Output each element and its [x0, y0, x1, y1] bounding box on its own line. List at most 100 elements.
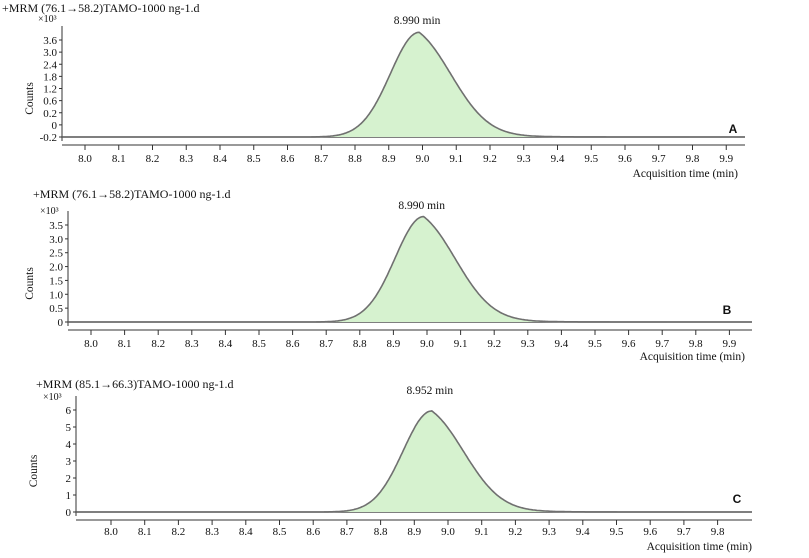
x-tick-label: 9.7 [652, 153, 666, 165]
y-axis-label: Counts [24, 82, 36, 115]
x-tick-label: 8.9 [407, 526, 421, 538]
x-tick-label: 8.2 [146, 153, 160, 165]
x-tick-label: 8.2 [151, 338, 165, 350]
peak-time-label: 8.990 min [398, 200, 445, 212]
y-tick-label: 6 [66, 405, 72, 417]
x-tick-label: 8.8 [374, 526, 388, 538]
x-tick-label: 9.9 [719, 153, 733, 165]
chart-panel-a: +MRM (76.1→58.2)TAMO-1000 ng-1.d×10³ Coun… [2, 1, 745, 180]
peak-time-label: 8.952 min [407, 385, 454, 397]
x-tick-label: 9.0 [420, 338, 434, 350]
x-tick-label: 8.8 [348, 153, 362, 165]
y-tick-label: 3.0 [49, 234, 63, 246]
peak-time-label: 8.990 min [394, 15, 441, 27]
x-tick-label: 8.6 [306, 526, 320, 538]
y-axis-multiplier: ×10³ [38, 14, 57, 25]
y-tick-label: 1.8 [43, 71, 57, 83]
x-tick-label: 9.1 [475, 526, 489, 538]
x-tick-label: 8.5 [247, 153, 261, 165]
x-tick-label: 8.7 [314, 153, 328, 165]
y-tick-label: 3.0 [43, 47, 57, 59]
y-tick-label: 0 [52, 120, 58, 132]
x-tick-label: 8.4 [213, 153, 227, 165]
x-tick-label: 8.0 [84, 338, 98, 350]
x-tick-label: 8.7 [340, 526, 354, 538]
x-tick-label: 9.8 [711, 526, 725, 538]
x-tick-label: 8.6 [281, 153, 295, 165]
x-tick-label: 8.1 [112, 153, 126, 165]
y-tick-label: 1 [66, 490, 72, 502]
x-tick-label: 8.9 [382, 153, 396, 165]
y-tick-label: 0.6 [43, 96, 57, 108]
x-tick-label: 8.1 [138, 526, 152, 538]
y-tick-label: 0 [66, 507, 72, 519]
x-tick-label: 8.3 [185, 338, 199, 350]
x-tick-label: 9.3 [517, 153, 531, 165]
chart-title: +MRM (76.1→58.2)TAMO-1000 ng-1.d [33, 187, 230, 201]
x-tick-label: 9.3 [542, 526, 556, 538]
x-tick-label: 8.0 [104, 526, 118, 538]
x-tick-label: 8.6 [286, 338, 300, 350]
y-tick-label: 5 [66, 422, 72, 434]
panel-label: A [729, 122, 738, 136]
y-tick-label: -0.2 [40, 132, 57, 144]
y-axis-label: Counts [24, 267, 36, 300]
x-tick-label: 9.5 [610, 526, 624, 538]
y-tick-label: 2.0 [49, 262, 63, 274]
x-tick-label: 8.1 [118, 338, 132, 350]
x-tick-label: 9.4 [555, 338, 569, 350]
y-tick-label: 2.4 [43, 59, 57, 71]
chart-panel-b: +MRM (76.1→58.2)TAMO-1000 ng-1.d ×10³ Coun… [24, 187, 752, 363]
y-tick-label: 1.2 [43, 84, 57, 96]
x-tick-label: 9.1 [449, 153, 463, 165]
y-axis-multiplier: ×10³ [43, 392, 62, 403]
x-tick-label: 9.4 [551, 153, 565, 165]
peak-area [311, 32, 690, 137]
x-tick-label: 8.5 [273, 526, 287, 538]
y-tick-label: 3 [66, 456, 72, 468]
x-tick-label: 9.5 [588, 338, 602, 350]
peak-trace [316, 215, 667, 323]
x-tick-label: 8.5 [252, 338, 266, 350]
x-axis-label: Acquisition time (min) [633, 168, 739, 180]
x-tick-label: 9.2 [483, 153, 497, 165]
peak-area [316, 216, 667, 322]
x-tick-label: 9.1 [454, 338, 468, 350]
peak-trace [324, 410, 684, 513]
chart-panel-c: +MRM (85.1→66.3)TAMO-1000 ng-1.d×10³ Coun… [28, 377, 752, 553]
y-axis-multiplier: ×10³ [40, 206, 59, 217]
x-tick-label: 9.6 [643, 526, 657, 538]
x-tick-label: 9.8 [689, 338, 703, 350]
chart-title: +MRM (76.1→58.2)TAMO-1000 ng-1.d [2, 1, 199, 15]
x-tick-label: 8.2 [172, 526, 186, 538]
x-tick-label: 9.8 [686, 153, 700, 165]
x-tick-label: 9.0 [441, 526, 455, 538]
x-tick-label: 9.0 [416, 153, 430, 165]
y-tick-label: 2.5 [49, 248, 63, 260]
y-tick-label: 1.0 [49, 289, 63, 301]
x-tick-label: 9.7 [655, 338, 669, 350]
y-tick-label: 0.2 [43, 108, 57, 120]
x-tick-label: 9.2 [487, 338, 501, 350]
y-tick-label: 1.5 [49, 275, 63, 287]
panel-label: B [723, 303, 732, 317]
x-axis-label: Acquisition time (min) [647, 541, 753, 553]
x-tick-label: 8.9 [387, 338, 401, 350]
peak-trace [311, 31, 690, 138]
x-tick-label: 8.4 [239, 526, 253, 538]
x-tick-label: 8.0 [78, 153, 92, 165]
x-tick-label: 9.5 [584, 153, 598, 165]
x-tick-label: 9.6 [622, 338, 636, 350]
y-tick-label: 3.6 [43, 35, 57, 47]
y-tick-label: 0 [58, 317, 64, 329]
y-tick-label: 4 [66, 439, 72, 451]
x-tick-label: 9.6 [618, 153, 632, 165]
x-tick-label: 9.7 [677, 526, 691, 538]
x-tick-label: 8.7 [319, 338, 333, 350]
x-tick-label: 8.8 [353, 338, 367, 350]
x-tick-label: 9.9 [723, 338, 737, 350]
y-tick-label: 0.5 [49, 303, 63, 315]
y-axis-label: Counts [28, 454, 40, 487]
peak-area [324, 410, 684, 512]
